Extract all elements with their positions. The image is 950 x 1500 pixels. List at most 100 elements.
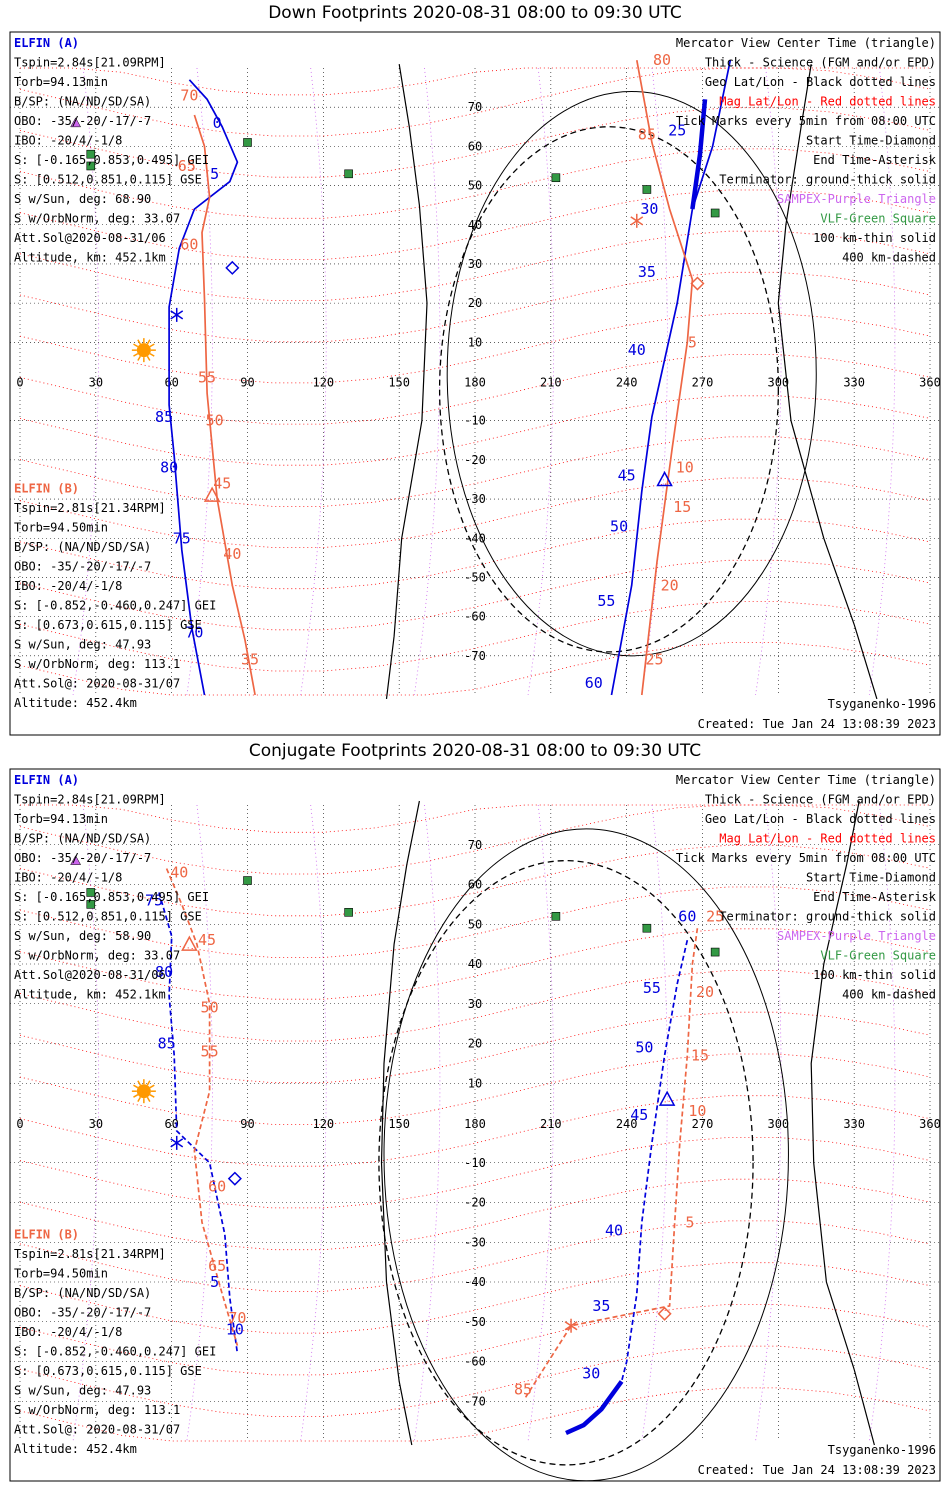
sun-ray xyxy=(137,1080,142,1086)
end-asterisk-marker xyxy=(170,307,184,322)
start-diamond-marker xyxy=(657,1306,672,1321)
lat-tick-label: 20 xyxy=(468,296,482,310)
elfin-a-label: ELFIN (A) xyxy=(14,36,79,50)
track-time-label: 25 xyxy=(645,651,663,669)
sun-icon xyxy=(131,338,156,363)
lat-tick-label: 60 xyxy=(468,139,482,153)
lat-tick-label: 70 xyxy=(468,100,482,114)
track-time-label: 75 xyxy=(145,891,163,909)
elfin-b-info-line: IBO: -20/4/-1/8 xyxy=(14,1325,122,1339)
legend-entry: SAMPEX-Purple Triangle xyxy=(777,192,936,206)
elfin-b-info-line: S w/Sun, deg: 47.93 xyxy=(14,638,151,652)
lat-tick-label: 40 xyxy=(468,218,482,232)
terminator-west-line xyxy=(385,64,428,699)
lon-tick-label: 240 xyxy=(616,1117,638,1131)
lon-tick-label: 360 xyxy=(919,1117,941,1131)
track-time-label: 50 xyxy=(635,1038,653,1056)
elfin-a-info-line: S w/Sun, deg: 68.90 xyxy=(14,192,151,206)
track-time-label: 60 xyxy=(208,1178,226,1196)
track-time-label: 10 xyxy=(226,1321,244,1339)
elfin-b-info-line: Altitude: 452.4km xyxy=(14,1442,137,1456)
legend-entry: Thick - Science (FGM and/or EPD) xyxy=(705,56,936,70)
elfin-b-info-line: S w/Sun, deg: 47.93 xyxy=(14,1384,151,1398)
lon-tick-label: 150 xyxy=(388,1117,410,1131)
legend-entry: Mercator View Center Time (triangle) xyxy=(676,36,936,50)
lon-tick-label: 300 xyxy=(767,376,789,390)
track-time-label: 65 xyxy=(178,157,196,175)
track-time-label: 70 xyxy=(185,623,203,641)
terminator-100km-oval xyxy=(383,828,789,1482)
lon-tick-label: 30 xyxy=(89,1117,103,1131)
track-time-label: 40 xyxy=(223,545,241,563)
lon-tick-label: 120 xyxy=(312,1117,334,1131)
orbit-track xyxy=(620,940,689,1382)
track-time-label: 15 xyxy=(673,498,691,516)
elfin-b-info-line: OBO: -35/-20/-17/-7 xyxy=(14,1306,151,1320)
legend-entry: 100 km-thin solid xyxy=(813,968,936,982)
lat-tick-label: 30 xyxy=(468,257,482,271)
terminator-west-line xyxy=(380,800,420,1446)
track-time-label: 45 xyxy=(213,474,231,492)
lon-tick-label: 0 xyxy=(16,1117,23,1131)
orbit-track xyxy=(165,868,239,1346)
track-time-label: 10 xyxy=(676,459,694,477)
lat-tick-label: -30 xyxy=(464,492,486,506)
elfin-a-info-line: S w/OrbNorm, deg: 33.07 xyxy=(14,949,180,963)
start-diamond-marker xyxy=(227,1171,242,1186)
elfin-b-info-line: S: [-0.852,-0.460,0.247] GEI xyxy=(14,599,216,613)
elfin-b-info-line: Altitude: 452.4km xyxy=(14,696,137,710)
elfin-a-info-line: Tspin=2.84s[21.09RPM] xyxy=(14,793,166,807)
model-label: Tsyganenko-1996 xyxy=(828,1443,936,1457)
elfin-b-info-line: Torb=94.50min xyxy=(14,1267,108,1281)
track-time-label: 85 xyxy=(514,1380,532,1398)
sun-ray xyxy=(137,355,142,361)
track-time-label: 40 xyxy=(170,864,188,882)
legend-entry: Start Time-Diamond xyxy=(806,871,936,885)
sun-ray xyxy=(133,353,139,357)
legend-entry: 400 km-dashed xyxy=(842,988,936,1002)
sun-disc xyxy=(136,343,151,358)
sun-ray xyxy=(149,1094,155,1098)
asterisk-stroke xyxy=(564,1321,578,1331)
vlf-station-marker xyxy=(710,208,720,218)
vlf-station-marker xyxy=(344,908,353,917)
mag-meridian xyxy=(300,67,327,696)
elfin-a-info-line: S: [-0.165,0.853,0.495] GEI xyxy=(14,153,209,167)
legend-entry: Terminator: ground-thick solid xyxy=(719,173,936,187)
legend-entry: 400 km-dashed xyxy=(842,251,936,265)
terminator-400km-oval xyxy=(378,859,754,1466)
track-time-label: 30 xyxy=(582,1364,600,1382)
center-triangle-marker xyxy=(203,486,221,502)
legend-entry: Mag Lat/Lon - Red dotted lines xyxy=(719,832,936,846)
elfin-b-info-line: S: [-0.852,-0.460,0.247] GEI xyxy=(14,1345,216,1359)
vlf-station-marker xyxy=(551,912,561,921)
mag-parallel xyxy=(20,67,930,96)
lat-tick-label: 50 xyxy=(468,179,482,193)
sun-icon xyxy=(131,1079,156,1104)
elfin-b-info-line: Torb=94.50min xyxy=(14,521,108,535)
track-time-label: 75 xyxy=(173,529,191,547)
track-time-label: 20 xyxy=(696,983,714,1001)
orbit-track xyxy=(193,114,256,696)
sun-ray xyxy=(149,1084,155,1089)
start-diamond-marker xyxy=(690,276,705,291)
elfin-b-info-line: IBO: -20/4/-1/8 xyxy=(14,579,122,593)
lon-tick-label: 180 xyxy=(464,376,486,390)
track-time-label: 0 xyxy=(213,114,222,132)
panel-title-down: Down Footprints 2020-08-31 08:00 to 09:3… xyxy=(268,3,682,23)
mag-meridian xyxy=(868,67,896,696)
track-time-label: 55 xyxy=(201,1042,219,1060)
track-time-label: 20 xyxy=(661,576,679,594)
lat-tick-label: -40 xyxy=(464,1275,486,1289)
center-triangle-marker xyxy=(181,935,198,951)
legend-entry: VLF-Green Square xyxy=(820,212,936,226)
legend-entry: End Time-Asterisk xyxy=(813,890,937,904)
lon-tick-label: 330 xyxy=(843,1117,865,1131)
elfin-b-info-line: Att.Sol@: 2020-08-31/07 xyxy=(14,1423,180,1437)
lat-tick-label: 10 xyxy=(468,335,482,349)
terminator-100km-oval xyxy=(446,91,817,657)
track-time-label: 60 xyxy=(180,235,198,253)
track-time-label: 45 xyxy=(198,931,216,949)
lon-tick-label: 210 xyxy=(540,376,562,390)
sun-ray xyxy=(133,1094,139,1098)
